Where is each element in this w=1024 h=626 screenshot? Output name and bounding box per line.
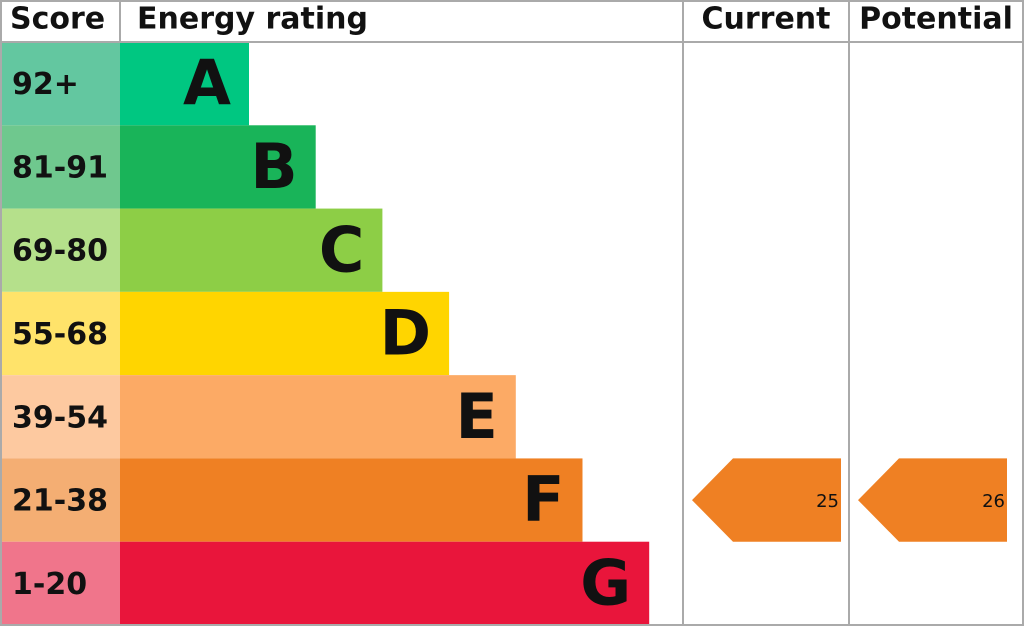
current-arrow xyxy=(692,458,841,542)
score-cell xyxy=(0,42,120,126)
band-letter: B xyxy=(250,130,297,203)
rating-bar xyxy=(120,125,316,209)
band-letter: E xyxy=(455,380,497,453)
score-cell xyxy=(0,458,120,542)
potential-arrow xyxy=(858,458,1007,542)
rating-bar xyxy=(120,375,516,459)
rating-bar xyxy=(120,42,249,126)
score-cell xyxy=(0,291,120,376)
band-letter: A xyxy=(183,47,231,120)
score-cell xyxy=(0,125,120,209)
band-letter: F xyxy=(522,463,564,536)
score-label: 69-80 xyxy=(12,234,108,269)
header-score: Score xyxy=(10,2,105,37)
header-rating: Energy rating xyxy=(137,2,368,37)
score-cell xyxy=(0,208,120,292)
header-current: Current xyxy=(701,2,830,37)
score-label: 39-54 xyxy=(12,400,108,435)
current-value: 25 xyxy=(816,491,839,512)
score-cell xyxy=(0,375,120,459)
rating-bar xyxy=(120,291,450,376)
band-letter: C xyxy=(319,213,365,286)
rating-bar xyxy=(120,208,383,292)
header-potential: Potential xyxy=(859,2,1013,37)
score-label: 1-20 xyxy=(12,567,87,602)
band-letter: D xyxy=(380,297,431,370)
score-label: 81-91 xyxy=(12,150,108,185)
potential-value: 26 xyxy=(982,491,1005,512)
rating-bar xyxy=(120,541,650,625)
score-label: 55-68 xyxy=(12,317,108,352)
band-letter: G xyxy=(580,546,631,619)
rating-bar xyxy=(120,458,583,542)
score-label: 92+ xyxy=(12,67,79,102)
score-cell xyxy=(0,541,120,625)
score-label: 21-38 xyxy=(12,484,108,519)
